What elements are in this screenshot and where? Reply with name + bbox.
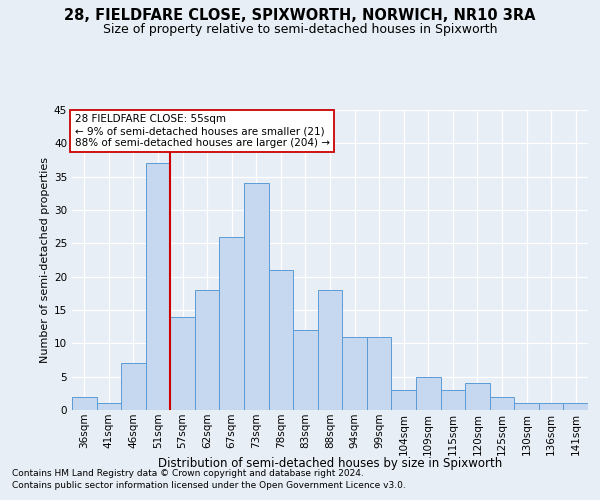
- Bar: [563, 404, 588, 410]
- Bar: [220, 236, 244, 410]
- Bar: [367, 336, 391, 410]
- Bar: [490, 396, 514, 410]
- Text: 28, FIELDFARE CLOSE, SPIXWORTH, NORWICH, NR10 3RA: 28, FIELDFARE CLOSE, SPIXWORTH, NORWICH,…: [64, 8, 536, 22]
- Text: Distribution of semi-detached houses by size in Spixworth: Distribution of semi-detached houses by …: [158, 458, 502, 470]
- Bar: [146, 164, 170, 410]
- Text: Contains HM Land Registry data © Crown copyright and database right 2024.: Contains HM Land Registry data © Crown c…: [12, 468, 364, 477]
- Bar: [465, 384, 490, 410]
- Bar: [342, 336, 367, 410]
- Bar: [440, 390, 465, 410]
- Bar: [539, 404, 563, 410]
- Text: 28 FIELDFARE CLOSE: 55sqm
← 9% of semi-detached houses are smaller (21)
88% of s: 28 FIELDFARE CLOSE: 55sqm ← 9% of semi-d…: [74, 114, 329, 148]
- Bar: [318, 290, 342, 410]
- Bar: [72, 396, 97, 410]
- Text: Size of property relative to semi-detached houses in Spixworth: Size of property relative to semi-detach…: [103, 22, 497, 36]
- Bar: [269, 270, 293, 410]
- Bar: [416, 376, 440, 410]
- Bar: [391, 390, 416, 410]
- Y-axis label: Number of semi-detached properties: Number of semi-detached properties: [40, 157, 50, 363]
- Bar: [121, 364, 146, 410]
- Bar: [97, 404, 121, 410]
- Text: Contains public sector information licensed under the Open Government Licence v3: Contains public sector information licen…: [12, 481, 406, 490]
- Bar: [293, 330, 318, 410]
- Bar: [514, 404, 539, 410]
- Bar: [195, 290, 220, 410]
- Bar: [170, 316, 195, 410]
- Bar: [244, 184, 269, 410]
